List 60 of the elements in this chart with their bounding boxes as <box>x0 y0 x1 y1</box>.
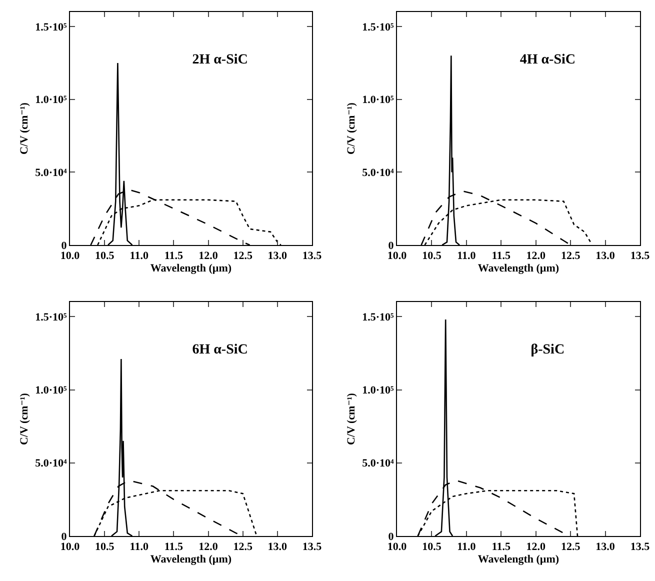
x-tick-label: 11.5 <box>492 541 511 554</box>
x-tick-label: 11.5 <box>492 250 511 262</box>
x-tick-label: 13.0 <box>596 541 616 554</box>
x-tick-label: 13.0 <box>596 250 616 262</box>
y-axis-title: C/V (cm⁻¹) <box>346 392 358 445</box>
x-tick-label: 12.0 <box>526 250 546 262</box>
y-axis-title: C/V (cm⁻¹) <box>18 392 31 445</box>
x-tick-label: 10.0 <box>60 541 80 554</box>
y-tick-label: 1.5·10⁵ <box>362 21 394 34</box>
x-tick-label: 10.5 <box>94 250 115 262</box>
x-tick-label: 13.5 <box>302 541 322 554</box>
x-tick-label: 12.5 <box>560 541 581 554</box>
x-axis-title: Wavelength (µm) <box>150 553 232 566</box>
y-tick-label: 1.0·10⁵ <box>35 384 68 397</box>
x-axis-title: Wavelength (µm) <box>478 262 560 274</box>
x-axis-title: Wavelength (µm) <box>478 553 560 566</box>
x-tick-label: 13.0 <box>268 541 288 554</box>
y-tick-label: 1.0·10⁵ <box>362 94 394 106</box>
y-tick-label: 0 <box>388 240 394 252</box>
x-tick-label: 12.5 <box>560 250 581 262</box>
y-tick-label: 0 <box>61 530 68 543</box>
text: 2H α-SiC <box>192 52 248 68</box>
text: 4H α-SiC <box>520 52 576 68</box>
y-tick-label: 5.0·10⁴ <box>362 458 394 470</box>
y-axis-title: C/V (cm⁻¹) <box>18 102 31 154</box>
y-tick-label: 1.0·10⁵ <box>362 384 394 397</box>
x-tick-label: 12.5 <box>233 541 253 554</box>
x-tick-label: 11.5 <box>164 541 184 554</box>
x-tick-label: 13.5 <box>302 250 322 262</box>
x-tick-label: 12.0 <box>526 541 546 554</box>
y-tick-label: 1.5·10⁵ <box>362 311 394 324</box>
x-axis-title: Wavelength (µm) <box>150 262 232 274</box>
y-tick-label: 1.5·10⁵ <box>35 311 68 324</box>
y-tick-label: 0 <box>388 530 394 543</box>
y-tick-label: 1.5·10⁵ <box>35 21 68 34</box>
x-tick-label: 11.0 <box>457 250 476 262</box>
x-tick-label: 10.0 <box>387 541 408 554</box>
x-tick-label: 10.5 <box>422 250 442 262</box>
x-tick-label: 11.0 <box>130 250 149 262</box>
x-tick-label: 11.0 <box>130 541 149 554</box>
x-tick-label: 11.5 <box>164 250 184 262</box>
text: β-SiC <box>530 342 565 358</box>
y-tick-label: 0 <box>61 240 68 252</box>
text: 6H α-SiC <box>192 342 248 358</box>
y-tick-label: 1.0·10⁵ <box>35 94 68 106</box>
x-tick-label: 13.0 <box>268 250 288 262</box>
x-tick-label: 12.0 <box>198 250 218 262</box>
x-tick-label: 13.5 <box>630 541 650 554</box>
x-tick-label: 12.5 <box>233 250 253 262</box>
x-tick-label: 12.0 <box>198 541 218 554</box>
x-tick-label: 10.5 <box>94 541 115 554</box>
x-tick-label: 10.5 <box>422 541 442 554</box>
y-tick-label: 5.0·10⁴ <box>362 167 394 180</box>
x-tick-label: 13.5 <box>630 250 650 262</box>
y-tick-label: 5.0·10⁴ <box>35 167 68 180</box>
y-tick-label: 5.0·10⁴ <box>35 458 68 470</box>
x-tick-label: 10.0 <box>60 250 80 262</box>
x-tick-label: 10.0 <box>387 250 408 262</box>
x-tick-label: 11.0 <box>457 541 476 554</box>
y-axis-title: C/V (cm⁻¹) <box>346 102 358 154</box>
